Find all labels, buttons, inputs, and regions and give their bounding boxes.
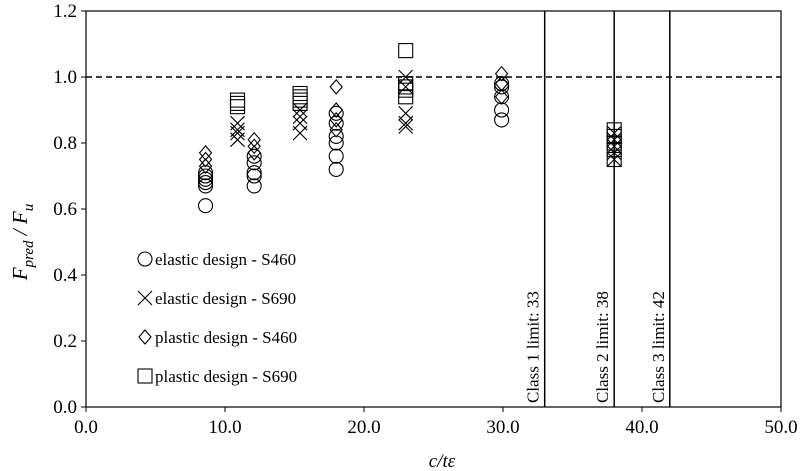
circle-data-point <box>494 76 510 92</box>
y-axis-title-separator: / <box>8 224 32 240</box>
diamond-data-point <box>247 145 261 161</box>
legend-diamond-icon <box>138 329 152 345</box>
circle-data-point <box>494 102 510 118</box>
y-tick-label: 0.6 <box>53 199 77 220</box>
diamond-data-point <box>494 65 509 82</box>
square-data-point <box>229 92 246 108</box>
x-tick-label: 40.0 <box>625 417 658 438</box>
x-data-point <box>230 115 245 131</box>
legend-label: elastic design - S690 <box>155 289 296 308</box>
x-data-point <box>606 152 622 167</box>
diamond-data-point <box>329 79 343 95</box>
diamond-data-point <box>494 88 509 105</box>
x-tick-label: 30.0 <box>486 417 519 438</box>
x-data-point <box>292 115 308 131</box>
square-data-point <box>398 43 414 59</box>
diamond-data-point <box>494 75 509 92</box>
diamond-data-point <box>198 158 213 174</box>
plot-area <box>85 10 782 408</box>
x-tick-label: 10.0 <box>208 417 241 438</box>
y-tick-label: 0.8 <box>53 133 77 154</box>
circle-data-point <box>328 161 344 177</box>
y-axis-title-f1: F <box>8 267 32 281</box>
plot-border <box>85 10 782 408</box>
diamond-data-point <box>329 121 343 138</box>
diamond-data-point <box>247 138 261 155</box>
axis-ticks: 0.0 10.0 20.0 30.0 40.0 50.0 0.0 0.2 0.4 0.6 0.8 1.… <box>53 1 797 438</box>
diamond-data-point <box>329 112 343 128</box>
circle-data-point <box>246 168 262 184</box>
square-data-point <box>229 95 246 111</box>
circle-data-point <box>246 178 262 194</box>
y-tick-label: 1.2 <box>53 1 77 22</box>
x-data-point <box>606 132 622 148</box>
class-limit-label: Class 2 limit: 38 <box>593 291 612 403</box>
diamond-data-point <box>247 131 261 148</box>
class-limit-label: Class 3 limit: 42 <box>649 291 668 403</box>
legend-square-icon <box>137 368 153 384</box>
y-axis-title-f2: F <box>8 211 32 225</box>
x-data-point <box>398 105 414 121</box>
legend-circle-icon <box>137 251 153 267</box>
circle-data-point <box>197 198 214 214</box>
square-data-point <box>606 122 622 138</box>
circle-data-point <box>197 178 214 194</box>
x-data-point <box>606 138 622 154</box>
legend-label: plastic design - S690 <box>155 367 297 386</box>
axis-titles: c/tε Fpred / Fu <box>8 204 456 471</box>
x-tick-label: 50.0 <box>764 417 797 438</box>
square-data-point <box>398 76 414 92</box>
square-data-point <box>606 151 622 168</box>
x-data-point <box>292 109 308 124</box>
diamond-data-point <box>198 151 213 168</box>
circle-data-point <box>246 155 262 171</box>
reference-lines: Class 1 limit: 33 Class 2 limit: 38 Class … <box>86 11 781 407</box>
circle-data-point <box>246 165 262 181</box>
y-tick-label: 0.4 <box>53 265 77 286</box>
data-markers <box>197 43 622 214</box>
x-tick-label: 20.0 <box>347 417 380 438</box>
circle-data-point <box>246 148 262 164</box>
x-data-point <box>398 119 414 134</box>
circle-data-point <box>197 175 214 191</box>
legend-label: elastic design - S460 <box>155 250 296 269</box>
y-axis-title: Fpred / Fu <box>8 204 37 281</box>
x-data-point <box>606 125 622 141</box>
y-tick-label: 0.2 <box>53 331 77 352</box>
legend-x-icon <box>137 290 153 306</box>
diamond-data-point <box>198 145 213 161</box>
circle-data-point <box>328 148 344 164</box>
diamond-data-point <box>329 102 343 118</box>
y-axis-title-sub1: pred <box>21 240 37 268</box>
circle-data-point <box>328 128 344 144</box>
legend-label: plastic design - S460 <box>155 328 297 347</box>
circle-data-point <box>494 112 510 128</box>
legend: elastic design - S460 elastic design - S6… <box>137 250 297 386</box>
class-limit-label: Class 1 limit: 33 <box>524 291 543 403</box>
x-axis-title: c/tε <box>429 451 456 471</box>
y-axis-title-sub2: u <box>21 204 37 212</box>
circle-data-point <box>197 168 214 184</box>
x-tick-label: 0.0 <box>74 417 98 438</box>
y-tick-label: 0.0 <box>53 397 77 418</box>
circle-data-point <box>328 105 344 121</box>
x-data-point <box>230 122 245 138</box>
y-tick-label: 1.0 <box>53 67 77 88</box>
square-data-point <box>292 85 308 102</box>
